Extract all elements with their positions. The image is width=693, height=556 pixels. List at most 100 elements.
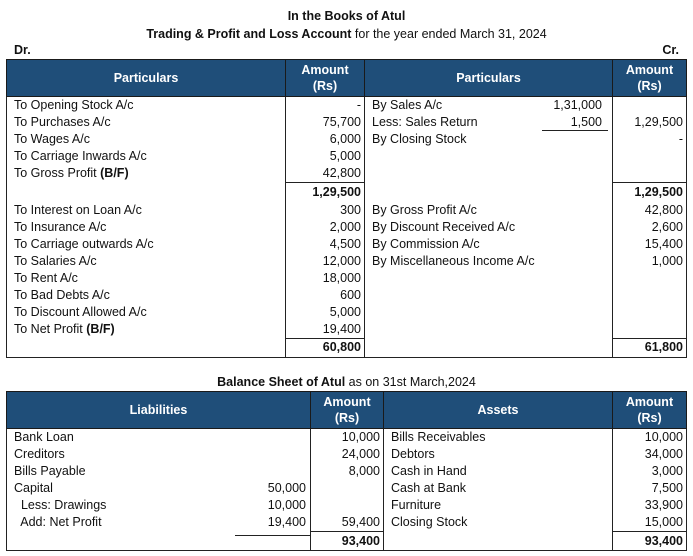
bs-title-rest: as on 31st March,2024 xyxy=(345,375,476,389)
credit-amount xyxy=(612,148,687,165)
table-row: Bills Payable 8,000 Cash in Hand 3,000 xyxy=(6,463,687,480)
credit-particular-text: By Gross Profit A/c xyxy=(372,202,477,217)
credit-particular-text: By Closing Stock xyxy=(372,132,467,146)
credit-particular xyxy=(364,165,613,183)
asset-amount: 3,000 xyxy=(612,463,687,480)
liability-amount: 8,000 xyxy=(310,463,384,480)
debit-particular-text: To Rent A/c xyxy=(14,270,78,285)
credit-particular-text: Less: Sales Return xyxy=(372,115,478,129)
table-row: To Opening Stock A/c - 1,31,000 By Sales A/… xyxy=(6,96,687,114)
table-row: To Rent A/c 18,000 xyxy=(6,269,687,287)
debit-particular: To Discount Allowed A/c xyxy=(6,303,286,321)
debit-particular-bold: (B/F) xyxy=(100,166,129,181)
table-row: Creditors 24,000 Debtors 34,000 xyxy=(6,446,687,463)
asset-particular xyxy=(383,531,613,551)
debit-particular: To Gross Profit (B/F) xyxy=(6,165,286,183)
books-heading: In the Books of Atul xyxy=(287,9,406,23)
debit-amount: 42,800 xyxy=(285,165,365,183)
debit-amount: 2,000 xyxy=(285,218,365,236)
debit-particular-text: To Wages A/c xyxy=(14,132,90,146)
debit-amount: 19,400 xyxy=(285,320,365,338)
liability-amount: 24,000 xyxy=(310,446,384,463)
bs-title: Balance Sheet of Atul as on 31st March,2… xyxy=(0,375,693,389)
credit-particular xyxy=(364,338,613,358)
credit-particular xyxy=(364,148,613,165)
table-row: To Gross Profit (B/F) 42,800 xyxy=(6,165,687,183)
debit-particular-text: To Opening Stock A/c xyxy=(14,98,134,112)
debit-particular: To Opening Stock A/c xyxy=(6,96,286,114)
debit-particular-text: To Bad Debts A/c xyxy=(14,287,110,302)
credit-particular-text: By Discount Received A/c xyxy=(372,219,516,234)
pl-title-bold: Trading & Profit and Loss Account xyxy=(146,27,352,41)
credit-particular xyxy=(364,286,613,304)
liability-text: Less: Drawings xyxy=(14,498,107,512)
liability-sub-amount: 19,400 xyxy=(267,515,306,530)
asset-particular: Debtors xyxy=(383,446,613,463)
debit-amount: 300 xyxy=(285,201,365,219)
header-particulars-dr: Particulars xyxy=(6,59,286,97)
header-liabilities: Liabilities xyxy=(6,391,311,429)
debit-particular: To Carriage outwards A/c xyxy=(6,235,286,253)
credit-amount: 2,600 xyxy=(612,218,687,236)
debit-amount: 12,000 xyxy=(285,252,365,270)
liability-text: Bank Loan xyxy=(14,430,74,444)
liability-text: Capital xyxy=(14,481,53,495)
credit-amount: 15,400 xyxy=(612,235,687,253)
debit-particular-text: To Gross Profit xyxy=(14,166,101,181)
table-row: To Net Profit (B/F) 19,400 xyxy=(6,320,687,338)
credit-amount: 1,000 xyxy=(612,252,687,270)
header-particulars-cr: Particulars xyxy=(364,59,613,97)
debit-particular-text: To Interest on Loan A/c xyxy=(14,202,142,217)
asset-amount: 15,000 xyxy=(612,514,687,532)
liability-sub-amount: 10,000 xyxy=(267,498,306,512)
total-row: 93,400 93,400 xyxy=(6,531,687,551)
debit-particular: To Interest on Loan A/c xyxy=(6,201,286,219)
table-row: To Discount Allowed A/c 5,000 xyxy=(6,303,687,321)
debit-amount: 6,000 xyxy=(285,131,365,148)
table-row: To Insurance A/c 2,000 By Discount Receive… xyxy=(6,218,687,236)
cr-label: Cr. xyxy=(662,43,679,57)
debit-amount: 60,800 xyxy=(285,337,365,358)
liability-sub-amount: 50,000 xyxy=(267,481,306,495)
debit-amount: 5,000 xyxy=(285,148,365,165)
asset-particular: Cash in Hand xyxy=(383,463,613,480)
credit-particular xyxy=(364,269,613,287)
credit-particular xyxy=(364,320,613,338)
credit-amount: 1,29,500 xyxy=(612,182,687,202)
asset-particular: Bills Receivables xyxy=(383,428,613,446)
credit-amount xyxy=(612,320,687,338)
credit-amount xyxy=(612,303,687,321)
credit-particular: 1,31,000 By Sales A/c xyxy=(364,96,613,114)
debit-particular-bold: (B/F) xyxy=(86,321,115,336)
debit-particular xyxy=(6,338,286,358)
bs-title-bold: Balance Sheet of Atul xyxy=(217,375,346,389)
header-amount-liab: Amount (Rs) xyxy=(310,391,384,429)
pl-title-rest: for the year ended March 31, 2024 xyxy=(351,27,547,41)
debit-particular: To Bad Debts A/c xyxy=(6,286,286,304)
asset-amount: 10,000 xyxy=(612,428,687,446)
liability-particular: Bank Loan xyxy=(6,428,311,446)
table-row: To Carriage Inwards A/c 5,000 xyxy=(6,148,687,165)
debit-particular-text: To Salaries A/c xyxy=(14,253,97,268)
liability-amount: 10,000 xyxy=(310,428,384,446)
credit-amount xyxy=(612,96,687,114)
credit-amount xyxy=(612,269,687,287)
liability-particular: Bills Payable xyxy=(6,463,311,480)
trading-pl-table: Particulars Amount (Rs) Particulars Amou… xyxy=(6,59,687,358)
dr-label: Dr. xyxy=(14,43,31,57)
header-amount-dr: Amount (Rs) xyxy=(285,59,365,97)
table-row: To Wages A/c 6,000 By Closing Stock - xyxy=(6,131,687,148)
asset-amount: 33,900 xyxy=(612,497,687,514)
liability-particular: Less: Drawings 10,000 xyxy=(6,497,311,514)
debit-particular: To Salaries A/c xyxy=(6,252,286,270)
debit-particular-text: To Net Profit xyxy=(14,321,87,336)
credit-particular: By Discount Received A/c xyxy=(364,218,613,236)
liability-particular: Add: Net Profit 19,400 xyxy=(6,514,311,536)
credit-particular xyxy=(364,303,613,321)
credit-sub-amount: 1,31,000 xyxy=(553,98,602,112)
credit-particular: By Closing Stock xyxy=(364,131,613,148)
balance-sheet-table: Liabilities Amount (Rs) Assets Amount (R… xyxy=(6,391,687,551)
credit-particular xyxy=(364,182,613,202)
credit-sub-amount: 1,500 xyxy=(542,114,608,131)
table-row: To Bad Debts A/c 600 xyxy=(6,286,687,304)
